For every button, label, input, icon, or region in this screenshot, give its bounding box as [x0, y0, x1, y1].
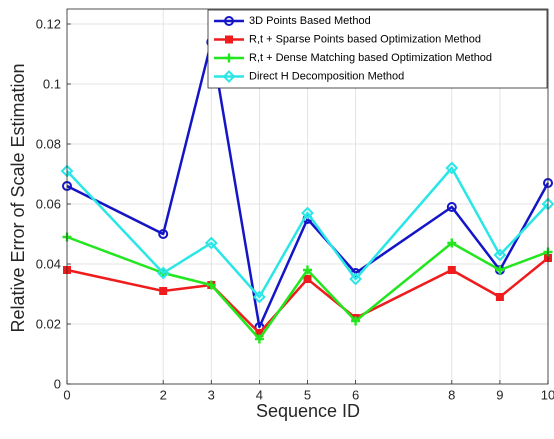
- series-line: [66, 166, 549, 299]
- x-tick-label: 0: [63, 388, 70, 403]
- data-point: [156, 266, 170, 280]
- legend-box: [207, 9, 548, 89]
- data-point: [349, 272, 363, 286]
- data-point: [303, 275, 312, 283]
- x-axis-title: Sequence ID: [256, 401, 360, 421]
- data-point: [493, 248, 507, 262]
- legend-label: R,t + Sparse Points based Optimization M…: [249, 34, 481, 46]
- legend-entry: R,t + Dense Matching based Optimization …: [214, 52, 492, 64]
- y-tick-label: 0.06: [36, 197, 61, 212]
- data-point: [447, 266, 456, 274]
- series-group: [60, 37, 554, 344]
- x-tick-label: 2: [160, 388, 167, 403]
- legend-label: 3D Points Based Method: [249, 15, 371, 27]
- data-point: [446, 202, 457, 212]
- legend-swatch-marker: [224, 16, 234, 26]
- data-point: [204, 236, 218, 250]
- y-tick-label: 0: [54, 377, 61, 392]
- x-tick-label: 9: [496, 388, 503, 403]
- y-tick-label: 0.04: [36, 257, 61, 272]
- x-tick-label: 4: [256, 388, 263, 403]
- legend-swatch-marker: [222, 70, 236, 83]
- x-tick-label: 10: [541, 388, 554, 403]
- legend: 3D Points Based Method R,t + Sparse Point…: [207, 9, 548, 89]
- x-tick-label: 5: [304, 388, 311, 403]
- x-tick-label: 8: [448, 388, 455, 403]
- series-4: [60, 161, 554, 304]
- legend-label: R,t + Dense Matching based Optimization …: [249, 52, 492, 64]
- x-tick-label: 6: [352, 388, 359, 403]
- legend-swatch-marker: [225, 35, 233, 44]
- data-point: [447, 238, 457, 248]
- x-tick-label: 3: [208, 388, 215, 403]
- data-point: [445, 161, 459, 175]
- data-point: [159, 287, 168, 295]
- data-point: [301, 206, 314, 220]
- data-point: [495, 293, 504, 301]
- data-point: [495, 265, 505, 275]
- y-tick-label: 0.1: [43, 77, 61, 92]
- y-tick-label: 0.08: [36, 137, 61, 152]
- legend-entry: Direct H Decomposition Method: [214, 70, 404, 83]
- y-tick-label: 0.12: [36, 17, 61, 32]
- tick-labels: 0 2 3 4 5 6 8 9 10 0 0.02 0.04 0.06 0.08 0.1 0.12: [36, 17, 554, 403]
- legend-entry: R,t + Sparse Points based Optimization M…: [214, 34, 481, 46]
- data-point: [351, 316, 361, 326]
- legend-label: Direct H Decomposition Method: [249, 71, 404, 83]
- data-point: [303, 265, 312, 275]
- data-point: [254, 334, 264, 344]
- data-point: [158, 229, 169, 239]
- y-tick-label: 0.02: [36, 317, 61, 332]
- y-axis-title: Relative Error of Scale Estimation: [8, 63, 28, 332]
- legend-entry: 3D Points Based Method: [214, 15, 371, 27]
- legend-swatch-marker: [224, 53, 234, 63]
- data-point: [206, 280, 216, 290]
- data-point: [252, 290, 266, 304]
